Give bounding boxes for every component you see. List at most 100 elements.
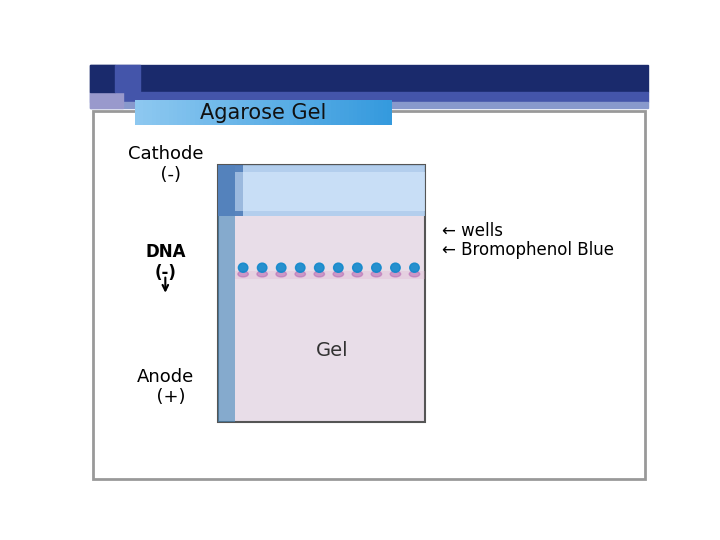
Ellipse shape (295, 271, 305, 277)
Bar (235, 271, 425, 279)
Bar (148, 100, 153, 125)
Bar (199, 100, 204, 125)
Bar (374, 100, 379, 125)
Bar (165, 100, 169, 125)
Bar (229, 100, 233, 125)
Text: DNA
(-): DNA (-) (145, 243, 186, 282)
Bar (90, 92, 648, 102)
Bar (284, 100, 289, 125)
Bar (216, 100, 221, 125)
Bar (331, 100, 336, 125)
Ellipse shape (353, 263, 362, 272)
Bar (327, 100, 332, 125)
Ellipse shape (409, 271, 420, 277)
Bar (212, 100, 217, 125)
Bar (203, 100, 208, 125)
Ellipse shape (372, 271, 382, 277)
Bar (306, 100, 310, 125)
Text: Gel: Gel (315, 341, 348, 360)
Bar (383, 100, 387, 125)
Bar (90, 102, 648, 109)
Bar (344, 100, 349, 125)
Bar (233, 100, 238, 125)
Bar (353, 100, 358, 125)
Bar (387, 100, 392, 125)
Bar (258, 100, 264, 125)
Bar (323, 100, 328, 125)
Ellipse shape (352, 271, 363, 277)
Bar (280, 100, 285, 125)
Text: ← wells: ← wells (441, 222, 503, 240)
Bar (225, 100, 229, 125)
Bar (220, 100, 225, 125)
Ellipse shape (238, 271, 248, 277)
Bar (190, 100, 195, 125)
Bar (318, 100, 323, 125)
Ellipse shape (295, 263, 305, 272)
Bar (250, 100, 255, 125)
Bar (361, 100, 366, 125)
Bar (302, 100, 306, 125)
Bar (218, 165, 235, 422)
Bar (263, 100, 268, 125)
Text: Cathode
  (-): Cathode (-) (127, 145, 203, 184)
Bar (340, 100, 345, 125)
Bar (90, 92, 124, 109)
Ellipse shape (257, 271, 267, 277)
Bar (139, 100, 144, 125)
Bar (315, 100, 319, 125)
Bar (238, 100, 242, 125)
Bar (218, 165, 425, 422)
Bar (186, 100, 191, 125)
Ellipse shape (410, 263, 419, 272)
Text: Anode
  (+): Anode (+) (137, 368, 194, 407)
Bar (135, 100, 140, 125)
Bar (242, 100, 246, 125)
Bar (297, 100, 302, 125)
Ellipse shape (276, 263, 286, 272)
Bar (177, 100, 182, 125)
Ellipse shape (315, 263, 324, 272)
Bar (336, 100, 341, 125)
Bar (370, 100, 375, 125)
Bar (207, 100, 212, 125)
Bar (173, 100, 178, 125)
Bar (181, 100, 186, 125)
Bar (366, 100, 371, 125)
Ellipse shape (258, 263, 267, 272)
Bar (289, 100, 294, 125)
Bar (379, 100, 383, 125)
Bar (169, 100, 174, 125)
Ellipse shape (372, 263, 381, 272)
Bar (143, 100, 148, 125)
Bar (218, 165, 425, 216)
Ellipse shape (238, 263, 248, 272)
Ellipse shape (276, 271, 287, 277)
Bar (276, 100, 281, 125)
Text: Agarose Gel: Agarose Gel (199, 103, 326, 123)
Bar (235, 172, 425, 211)
Bar (90, 65, 648, 92)
Ellipse shape (333, 263, 343, 272)
Bar (310, 100, 315, 125)
Bar (254, 100, 259, 125)
Text: ← Bromophenol Blue: ← Bromophenol Blue (441, 241, 613, 259)
Bar (357, 100, 362, 125)
Bar (194, 100, 199, 125)
Bar (246, 100, 251, 125)
Bar (152, 100, 156, 125)
Bar (90, 65, 115, 92)
Bar (156, 100, 161, 125)
Ellipse shape (333, 271, 343, 277)
Bar (271, 100, 276, 125)
Bar (348, 100, 354, 125)
Bar (293, 100, 298, 125)
Bar (267, 100, 272, 125)
Bar (218, 165, 243, 216)
Ellipse shape (314, 271, 325, 277)
Ellipse shape (391, 263, 400, 272)
Ellipse shape (390, 271, 400, 277)
Bar (93, 111, 645, 478)
Bar (161, 100, 165, 125)
Bar (115, 65, 140, 92)
